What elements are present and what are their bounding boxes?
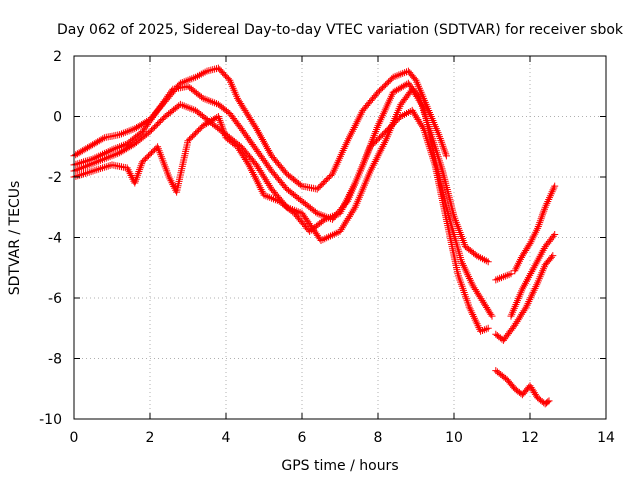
series-track-7	[511, 182, 559, 275]
y-tick-label: -8	[48, 352, 62, 368]
x-tick-label: 14	[597, 430, 615, 446]
y-tick-label: -4	[48, 231, 62, 247]
series-track-6	[507, 230, 559, 320]
y-tick-label: 0	[53, 110, 62, 126]
axis-ticks: 0 2 4 6 8 10 12 14 -10 -8 -6 -4 -2 0 2	[39, 49, 615, 446]
x-tick-label: 8	[374, 430, 383, 446]
series-track-9	[492, 270, 515, 284]
chart-title: Day 062 of 2025, Sidereal Day-to-day VTE…	[57, 22, 624, 38]
series-markers	[492, 367, 553, 408]
data-series	[70, 64, 559, 408]
y-tick-label: -6	[48, 291, 62, 307]
x-axis-label: GPS time / hours	[281, 458, 398, 474]
series-markers	[492, 270, 515, 284]
series-track-8	[492, 367, 553, 408]
y-tick-label: -10	[39, 412, 62, 428]
x-tick-label: 2	[146, 430, 155, 446]
grid	[74, 56, 606, 419]
y-tick-label: -2	[48, 170, 62, 186]
x-tick-label: 0	[70, 430, 79, 446]
x-tick-label: 4	[222, 430, 231, 446]
x-tick-label: 10	[445, 430, 463, 446]
series-markers	[492, 252, 557, 344]
y-axis-label: SDTVAR / TECUs	[7, 181, 23, 296]
series-markers	[507, 230, 559, 320]
x-tick-label: 12	[521, 430, 539, 446]
x-tick-label: 6	[298, 430, 307, 446]
series-track-5	[492, 252, 557, 344]
y-tick-label: 2	[53, 49, 62, 65]
series-markers	[511, 182, 559, 275]
